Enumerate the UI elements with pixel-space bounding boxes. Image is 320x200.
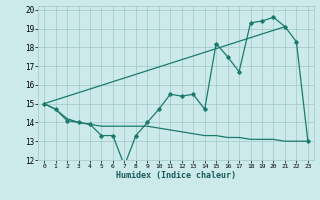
X-axis label: Humidex (Indice chaleur): Humidex (Indice chaleur) [116,171,236,180]
